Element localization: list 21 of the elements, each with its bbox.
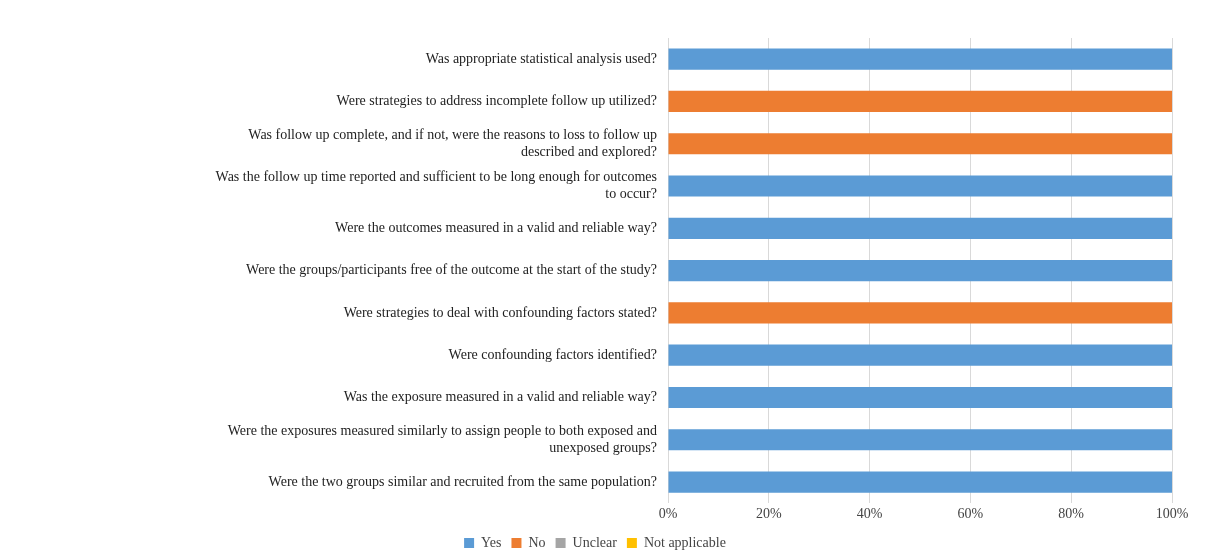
legend-label: Not applicable	[643, 534, 726, 550]
y-tick-label: Were the two groups similar and recruited from the same population?	[268, 473, 657, 489]
y-tick-label: Was the follow up time reported and sufficient to be long enough for outcomes to occur?	[215, 169, 657, 202]
y-tick-label: Were strategies to deal with confounding factors stated?	[343, 304, 657, 320]
x-tick-label: 80%	[1058, 506, 1085, 522]
y-tick-label: Were confounding factors identified?	[448, 346, 657, 362]
x-tick-label: 40%	[856, 506, 883, 522]
x-tick-label: 0%	[658, 506, 678, 522]
legend-label: Unclear	[572, 534, 618, 550]
legend-label: No	[528, 534, 546, 550]
x-tick-label: 60%	[957, 506, 984, 522]
x-tick-label: 20%	[755, 506, 782, 522]
y-tick-label: Was follow up complete, and if not, were the reasons to loss to follow up described and explored?	[248, 127, 657, 159]
y-tick-label: Were the outcomes measured in a valid and reliable way?	[335, 219, 657, 235]
x-tick-label: 100%	[1155, 506, 1189, 522]
y-tick-label: Were strategies to address incomplete follow up utilized?	[336, 93, 657, 109]
y-tick-label: Was the exposure measured in a valid and reliable way?	[343, 389, 657, 405]
y-tick-label: Was appropriate statistical analysis used?	[425, 50, 657, 66]
y-tick-label: Were the groups/participants free of the outcome at the start of the study?	[246, 262, 657, 278]
legend-label: Yes	[481, 534, 502, 550]
y-tick-label: Were the exposures measured similarly to assign people to both exposed and unexposed groups?	[227, 423, 657, 455]
